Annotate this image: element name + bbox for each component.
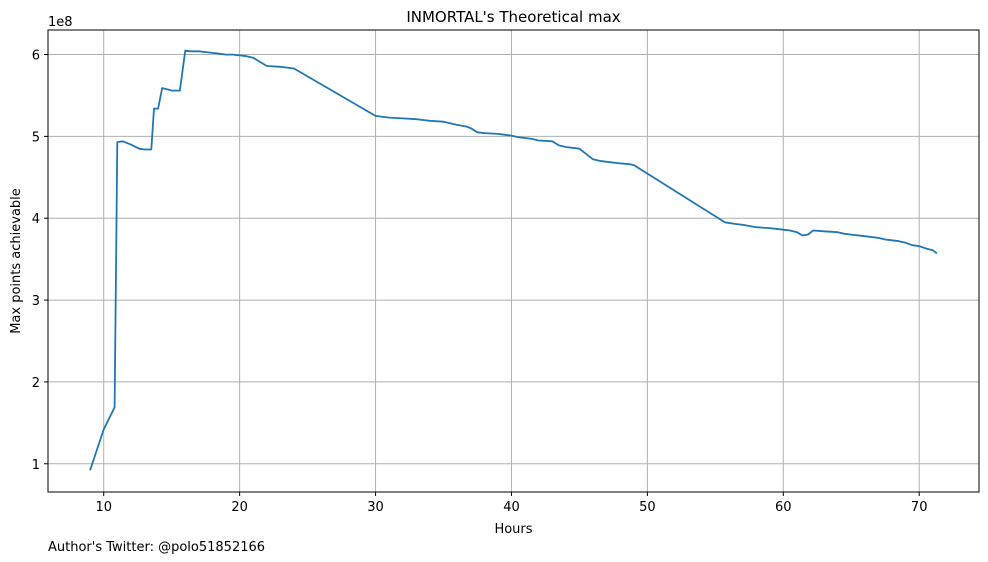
x-tick-label: 70 (911, 500, 928, 515)
x-axis-label: Hours (494, 522, 532, 537)
x-tick-label: 40 (503, 500, 520, 515)
series-line (89, 49, 938, 471)
x-tick-label: 10 (95, 500, 112, 515)
y-tick-label: 6 (32, 49, 40, 64)
x-tick-label: 30 (367, 500, 384, 515)
author-credit: Author's Twitter: @polo51852166 (48, 540, 265, 555)
y-tick-label: 1 (32, 458, 40, 473)
y-axis-ticks: 1 2 3 4 5 6 (32, 49, 48, 473)
x-tick-label: 20 (231, 500, 248, 515)
y-tick-label: 4 (32, 212, 40, 227)
x-tick-label: 50 (639, 500, 656, 515)
series-layer (89, 49, 938, 471)
x-axis-ticks: 10 20 30 40 50 60 70 (95, 492, 927, 515)
y-tick-label: 3 (32, 294, 40, 309)
plot-area-frame (47, 29, 980, 493)
y-tick-label: 5 (32, 130, 40, 145)
y-axis-label: Max points achievable (9, 188, 24, 334)
grid-lines (48, 30, 979, 492)
chart-title: INMORTAL's Theoretical max (406, 8, 620, 26)
y-axis-offset-label: 1e8 (48, 15, 73, 30)
x-tick-label: 60 (775, 500, 792, 515)
y-tick-label: 2 (32, 376, 40, 391)
